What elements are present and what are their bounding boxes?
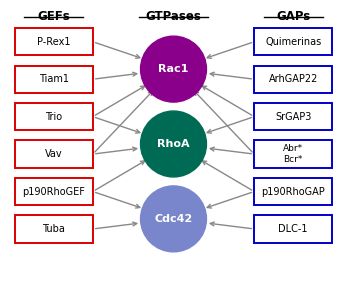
FancyBboxPatch shape: [254, 28, 332, 55]
Text: RhoA: RhoA: [157, 139, 190, 149]
Text: GTPases: GTPases: [145, 10, 202, 23]
Ellipse shape: [141, 36, 206, 102]
Text: P-Rex1: P-Rex1: [37, 37, 70, 47]
FancyBboxPatch shape: [254, 178, 332, 205]
FancyBboxPatch shape: [15, 66, 93, 93]
Text: DLC-1: DLC-1: [278, 224, 308, 234]
Text: p190RhoGEF: p190RhoGEF: [22, 187, 85, 196]
Text: GAPs: GAPs: [276, 10, 310, 23]
Text: GEFs: GEFs: [37, 10, 70, 23]
FancyBboxPatch shape: [254, 66, 332, 93]
FancyBboxPatch shape: [15, 178, 93, 205]
FancyBboxPatch shape: [15, 28, 93, 55]
FancyBboxPatch shape: [254, 103, 332, 130]
Ellipse shape: [141, 186, 206, 252]
Text: Rac1: Rac1: [158, 64, 189, 74]
Text: ArhGAP22: ArhGAP22: [269, 74, 318, 84]
Text: Tuba: Tuba: [42, 224, 65, 234]
FancyBboxPatch shape: [254, 215, 332, 242]
FancyBboxPatch shape: [15, 103, 93, 130]
Text: Abr*
Bcr*: Abr* Bcr*: [283, 144, 303, 164]
FancyBboxPatch shape: [254, 140, 332, 168]
Text: p190RhoGAP: p190RhoGAP: [261, 187, 325, 196]
Text: Tiam1: Tiam1: [39, 74, 69, 84]
FancyBboxPatch shape: [15, 140, 93, 168]
Text: Cdc42: Cdc42: [154, 214, 193, 224]
Ellipse shape: [141, 111, 206, 177]
Text: Vav: Vav: [45, 149, 62, 159]
Text: SrGAP3: SrGAP3: [275, 112, 311, 122]
Text: Trio: Trio: [45, 112, 62, 122]
Text: Quimerinas: Quimerinas: [265, 37, 321, 47]
FancyBboxPatch shape: [15, 215, 93, 242]
